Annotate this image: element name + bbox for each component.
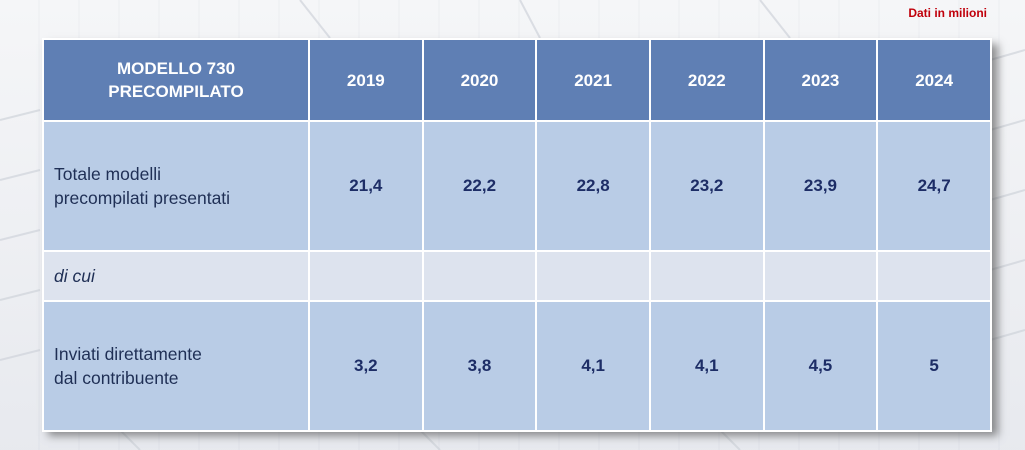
cell-inviati-2024: 5 bbox=[876, 300, 992, 432]
year-header-2020: 2020 bbox=[421, 38, 538, 122]
cell-inviati-2021: 4,1 bbox=[535, 300, 651, 432]
cell-totale-2022: 23,2 bbox=[648, 120, 765, 252]
row-label-line1: Totale modelli bbox=[54, 164, 161, 184]
empty-cell bbox=[421, 250, 538, 302]
cell-inviati-2020: 3,8 bbox=[421, 300, 538, 432]
cell-inviati-2019: 3,2 bbox=[308, 300, 424, 432]
year-header-2021: 2021 bbox=[535, 38, 651, 122]
row-label-totale: Totale modelli precompilati presentati bbox=[42, 120, 310, 252]
header-label-cell: MODELLO 730 PRECOMPILATO bbox=[42, 38, 310, 122]
unit-note: Dati in milioni bbox=[908, 6, 987, 20]
year-header-2024: 2024 bbox=[876, 38, 992, 122]
year-header-2022: 2022 bbox=[648, 38, 765, 122]
row-label-line2: precompilati presentati bbox=[54, 188, 231, 208]
cell-totale-2020: 22,2 bbox=[421, 120, 538, 252]
cell-totale-2019: 21,4 bbox=[308, 120, 424, 252]
empty-cell bbox=[876, 250, 992, 302]
row-label-di-cui: di cui bbox=[42, 250, 310, 302]
header-label-line2: PRECOMPILATO bbox=[108, 82, 244, 101]
table-row-di-cui: di cui bbox=[42, 250, 992, 302]
cell-inviati-2023: 4,5 bbox=[762, 300, 879, 432]
empty-cell bbox=[762, 250, 879, 302]
year-header-2023: 2023 bbox=[762, 38, 879, 122]
table-row-totale: Totale modelli precompilati presentati 2… bbox=[42, 120, 992, 252]
year-header-2019: 2019 bbox=[308, 38, 424, 122]
cell-inviati-2022: 4,1 bbox=[648, 300, 765, 432]
row-label-inviati: Inviati direttamente dal contribuente bbox=[42, 300, 310, 432]
empty-cell bbox=[535, 250, 651, 302]
cell-totale-2024: 24,7 bbox=[876, 120, 992, 252]
empty-cell bbox=[308, 250, 424, 302]
cell-totale-2021: 22,8 bbox=[535, 120, 651, 252]
row-label-line1: Inviati direttamente bbox=[54, 344, 202, 364]
data-table-container: MODELLO 730 PRECOMPILATO 2019 2020 2021 … bbox=[42, 38, 992, 432]
header-label-line1: MODELLO 730 bbox=[116, 59, 236, 78]
table-row-inviati: Inviati direttamente dal contribuente 3,… bbox=[42, 300, 992, 432]
cell-totale-2023: 23,9 bbox=[762, 120, 879, 252]
empty-cell bbox=[648, 250, 765, 302]
table-header-row: MODELLO 730 PRECOMPILATO 2019 2020 2021 … bbox=[42, 38, 992, 122]
row-label-line2: dal contribuente bbox=[54, 368, 179, 388]
data-table: MODELLO 730 PRECOMPILATO 2019 2020 2021 … bbox=[42, 38, 992, 432]
